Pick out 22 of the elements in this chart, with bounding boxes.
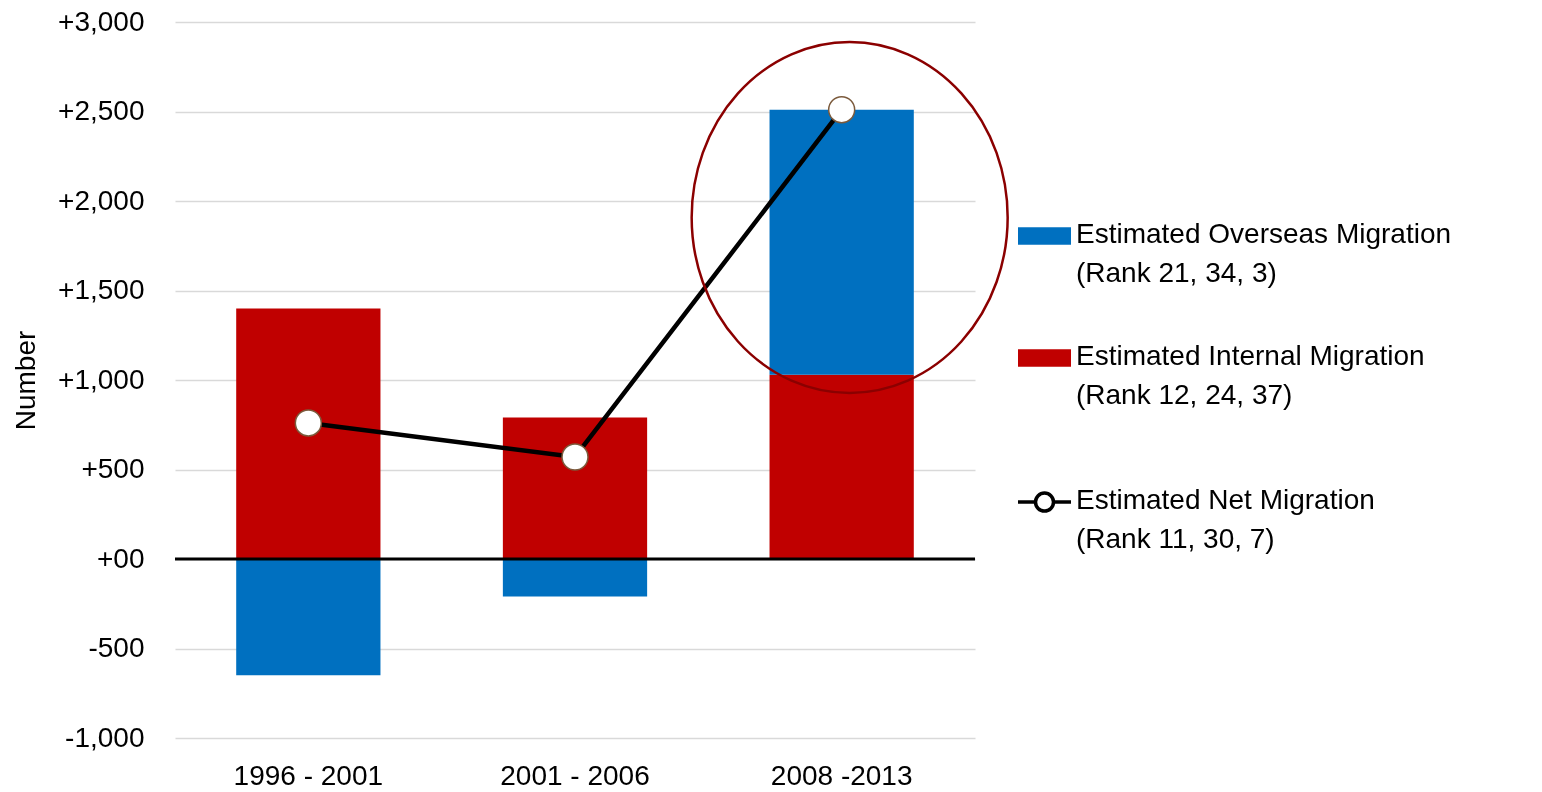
x-tick-label: 1996 - 2001: [233, 759, 384, 791]
bar: [769, 374, 914, 559]
y-tick-label: +1,500: [58, 274, 145, 305]
bar: [769, 109, 914, 375]
bar: [502, 417, 648, 559]
y-tick-label: +3,000: [58, 5, 145, 37]
y-tick-label: +2,500: [58, 95, 145, 126]
legend-label: Estimated Overseas Migration (Rank 21, 34, 3): [1076, 218, 1452, 289]
y-tick-label: +500: [81, 453, 145, 484]
y-tick-label: +00: [97, 542, 145, 574]
y-tick-label: -1,000: [65, 721, 145, 753]
bar: [236, 308, 381, 559]
y-tick-label: +2,000: [58, 184, 145, 216]
y-axis-title: Number: [10, 330, 42, 431]
legend-label: Estimated Net Migration (Rank 11, 30, 7): [1076, 484, 1375, 555]
y-tick-label: +1,000: [58, 363, 145, 395]
legend-label: Estimated Internal Migration (Rank 12, 24, 37): [1076, 340, 1425, 411]
bar: [236, 559, 381, 676]
x-tick-label: 2008 -2013: [770, 759, 913, 791]
y-tick-label: -500: [88, 632, 145, 663]
bar: [502, 559, 648, 597]
x-tick-label: 2001 - 2006: [500, 759, 650, 791]
